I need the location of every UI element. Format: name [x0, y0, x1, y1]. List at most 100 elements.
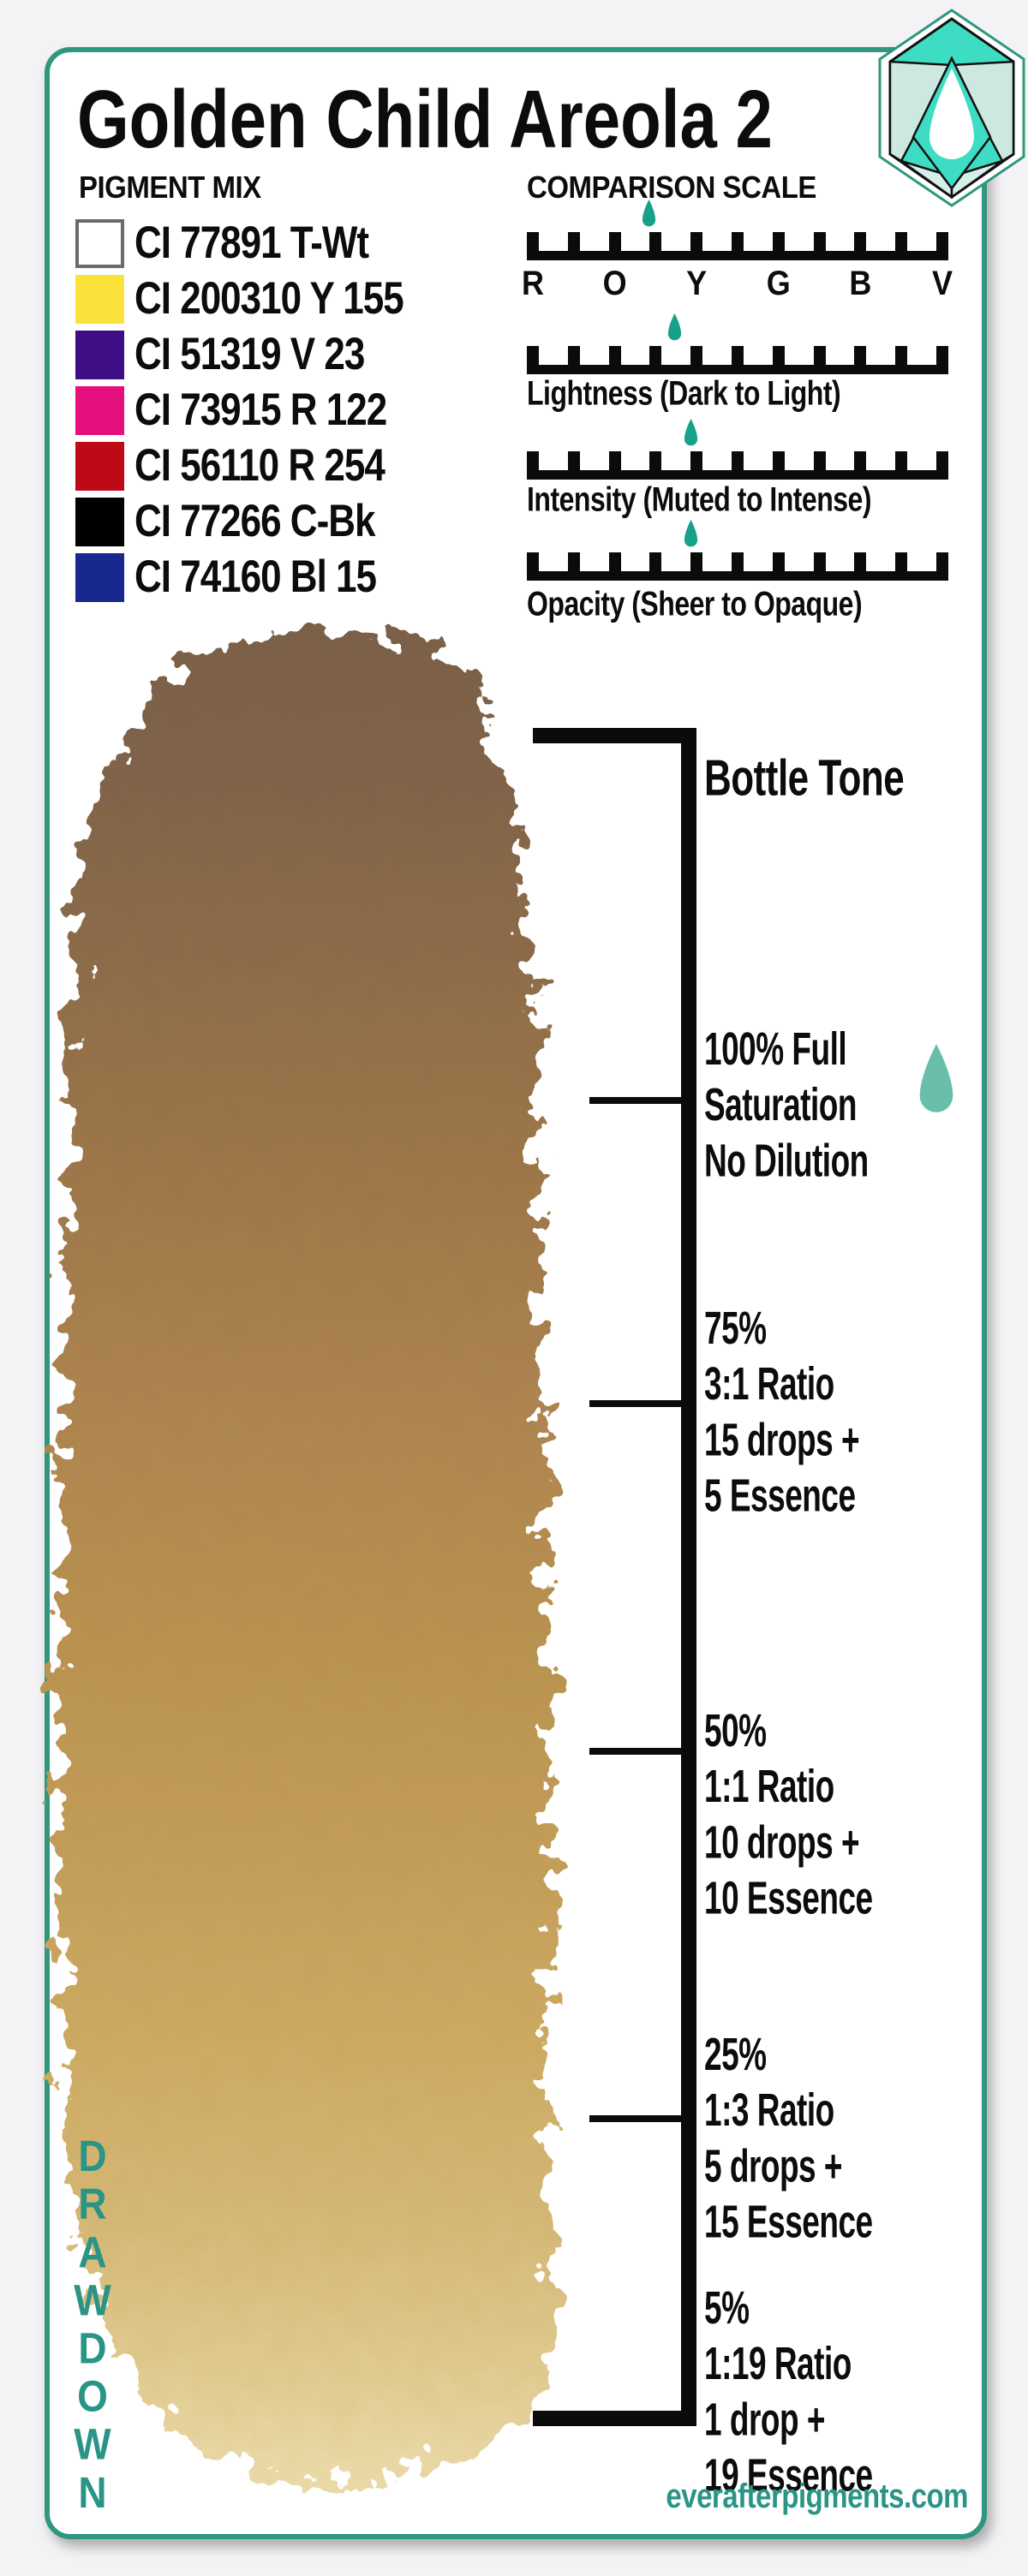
pigment-code: CI 73915 R 122	[134, 385, 387, 435]
drawdown-bracket-top-arm	[533, 728, 696, 743]
ruler-tick	[608, 552, 621, 571]
pigment-color-swatch	[75, 497, 124, 546]
ruler-tick	[772, 451, 785, 470]
level-line: 100% Full	[704, 1023, 847, 1075]
ruler-tick	[690, 451, 703, 470]
pigment-mix-heading: PIGMENT MIX	[79, 170, 261, 205]
level-line: 15 drops +	[704, 1414, 860, 1465]
level-line: 25%	[704, 2028, 767, 2080]
dilution-level-75: 75% 3:1 Ratio 15 drops + 5 Essence	[704, 1300, 860, 1524]
level-line: 1:1 Ratio	[704, 1761, 834, 1812]
hue-letter: V	[931, 263, 953, 302]
level-line: 3:1 Ratio	[704, 1358, 834, 1410]
hue-letter: Y	[686, 263, 708, 302]
scale-drop-marker	[681, 418, 701, 450]
pigment-row: CI 200310 Y 155	[75, 273, 404, 324]
tick-100pct	[589, 1097, 681, 1104]
intensity-caption: Intensity (Muted to Intense)	[527, 480, 872, 518]
scale-drop-marker	[681, 519, 701, 552]
ruler-tick	[813, 451, 826, 470]
level-line: Saturation	[704, 1079, 857, 1130]
hue-letter: G	[766, 263, 791, 302]
tick-50pct	[589, 1748, 681, 1755]
level-line: 1 drop +	[704, 2394, 825, 2445]
scale-drop-marker	[665, 313, 684, 345]
ruler-tick	[935, 451, 948, 470]
hue-letter: R	[522, 263, 544, 302]
ruler-tick	[608, 232, 621, 251]
pigment-code: CI 77891 T-Wt	[134, 218, 369, 268]
pigment-color-swatch	[75, 385, 124, 435]
drawdown-swatch-splotch	[54, 631, 557, 2482]
pigment-code: CI 77266 C-Bk	[134, 496, 375, 546]
level-line: 75%	[704, 1302, 767, 1354]
ruler-tick	[527, 451, 539, 470]
tick-75pct	[589, 1400, 681, 1407]
pigment-row: CI 73915 R 122	[75, 385, 387, 435]
pigment-code: CI 51319 V 23	[134, 329, 365, 379]
hue-letter: B	[849, 263, 872, 302]
level-line: 5 drops +	[704, 2140, 843, 2191]
drawdown-letter: R	[78, 2179, 107, 2229]
level-line: 5 Essence	[704, 1470, 856, 1522]
ruler-tick	[690, 232, 703, 251]
dilution-level-50: 50% 1:1 Ratio 10 drops + 10 Essence	[704, 1702, 873, 1926]
ruler-tick	[772, 232, 785, 251]
pigment-color-swatch	[75, 330, 124, 379]
scale-drop-marker	[639, 199, 659, 231]
ruler-tick	[731, 346, 744, 365]
drawdown-letter: D	[78, 2131, 107, 2181]
pigment-row: CI 77266 C-Bk	[75, 496, 375, 546]
pigment-code: CI 74160 Bl 15	[134, 552, 377, 602]
website-url: everafterpigments.com	[666, 2477, 968, 2515]
pigment-color-swatch	[75, 552, 124, 602]
lightness-ruler	[527, 346, 948, 374]
drawdown-letter: W	[74, 2275, 111, 2325]
dilution-level-100: 100% Full Saturation No Dilution	[704, 1021, 869, 1189]
ruler-tick	[813, 552, 826, 571]
ruler-tick	[567, 451, 580, 470]
drawdown-letter: O	[77, 2371, 108, 2421]
bottle-tone-label: Bottle Tone	[704, 750, 905, 808]
intensity-ruler	[527, 451, 948, 480]
drawdown-letter: W	[74, 2419, 111, 2469]
ruler-tick	[772, 552, 785, 571]
pigment-code: CI 56110 R 254	[134, 440, 386, 491]
page-title: Golden Child Areola 2	[77, 73, 773, 165]
comparison-scale-heading: COMPARISON SCALE	[527, 170, 816, 205]
ruler-tick	[854, 346, 867, 365]
dilution-level-5: 5% 1:19 Ratio 1 drop + 19 Essence	[704, 2280, 873, 2503]
brand-gem-logo	[878, 9, 1025, 207]
ruler-tick	[772, 346, 785, 365]
ruler-tick	[895, 232, 908, 251]
lightness-caption: Lightness (Dark to Light)	[527, 373, 841, 412]
level-line: 10 Essence	[704, 1872, 873, 1924]
drawdown-letter: D	[78, 2323, 107, 2373]
pigment-code: CI 200310 Y 155	[134, 273, 404, 324]
opacity-caption: Opacity (Sheer to Opaque)	[527, 584, 863, 623]
full-saturation-drop-icon	[919, 1044, 953, 1112]
ruler-tick	[567, 346, 580, 365]
level-line: No Dilution	[704, 1135, 869, 1186]
pigment-row: CI 56110 R 254	[75, 440, 386, 491]
ruler-tick	[690, 346, 703, 365]
ruler-tick	[854, 451, 867, 470]
ruler-tick	[649, 346, 662, 365]
ruler-tick	[935, 552, 948, 571]
hue-letter: O	[602, 263, 627, 302]
ruler-tick	[813, 346, 826, 365]
pigment-color-swatch	[75, 441, 124, 491]
ruler-tick	[731, 552, 744, 571]
ruler-tick	[854, 552, 867, 571]
ruler-tick	[895, 346, 908, 365]
ruler-tick	[608, 451, 621, 470]
ruler-tick	[608, 346, 621, 365]
pigment-row: CI 74160 Bl 15	[75, 552, 377, 602]
ruler-tick	[935, 346, 948, 365]
pigment-color-swatch	[75, 218, 124, 268]
ruler-tick	[731, 451, 744, 470]
ruler-tick	[813, 232, 826, 251]
